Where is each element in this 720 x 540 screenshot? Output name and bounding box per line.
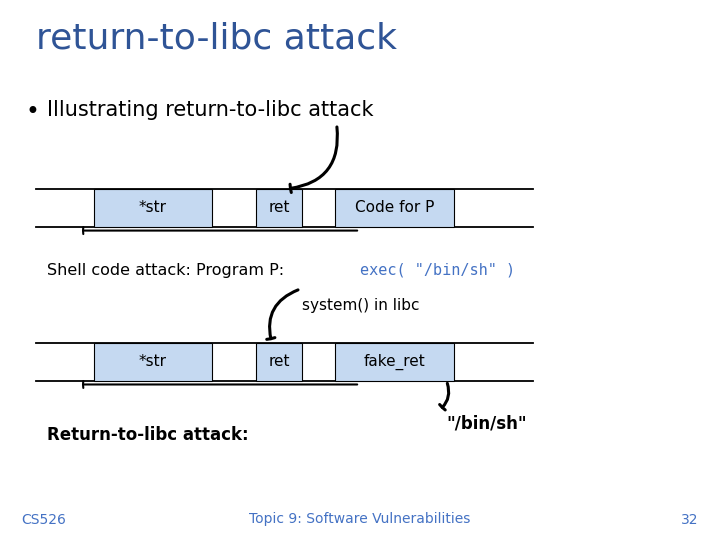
- Text: exec( "/bin/sh" ): exec( "/bin/sh" ): [360, 262, 515, 278]
- Text: ret: ret: [269, 354, 289, 369]
- Text: •: •: [25, 100, 39, 124]
- Text: Illustrating return-to-libc attack: Illustrating return-to-libc attack: [47, 100, 373, 120]
- Text: system() in libc: system() in libc: [302, 298, 420, 313]
- Text: Return-to-libc attack:: Return-to-libc attack:: [47, 426, 248, 444]
- Text: *str: *str: [139, 354, 167, 369]
- Text: return-to-libc attack: return-to-libc attack: [36, 22, 397, 56]
- Text: CS526: CS526: [22, 512, 66, 526]
- Text: Shell code attack: Program P:: Shell code attack: Program P:: [47, 262, 284, 278]
- Bar: [335, 189, 454, 227]
- Text: ret: ret: [269, 200, 289, 215]
- Text: Code for P: Code for P: [354, 200, 434, 215]
- Bar: [256, 189, 302, 227]
- Text: "/bin/sh": "/bin/sh": [446, 415, 527, 433]
- Text: 32: 32: [681, 512, 698, 526]
- Bar: [335, 343, 454, 381]
- Text: fake_ret: fake_ret: [364, 354, 425, 370]
- Text: *str: *str: [139, 200, 167, 215]
- Bar: [94, 189, 212, 227]
- Bar: [94, 343, 212, 381]
- Bar: [256, 343, 302, 381]
- Text: Topic 9: Software Vulnerabilities: Topic 9: Software Vulnerabilities: [249, 512, 471, 526]
